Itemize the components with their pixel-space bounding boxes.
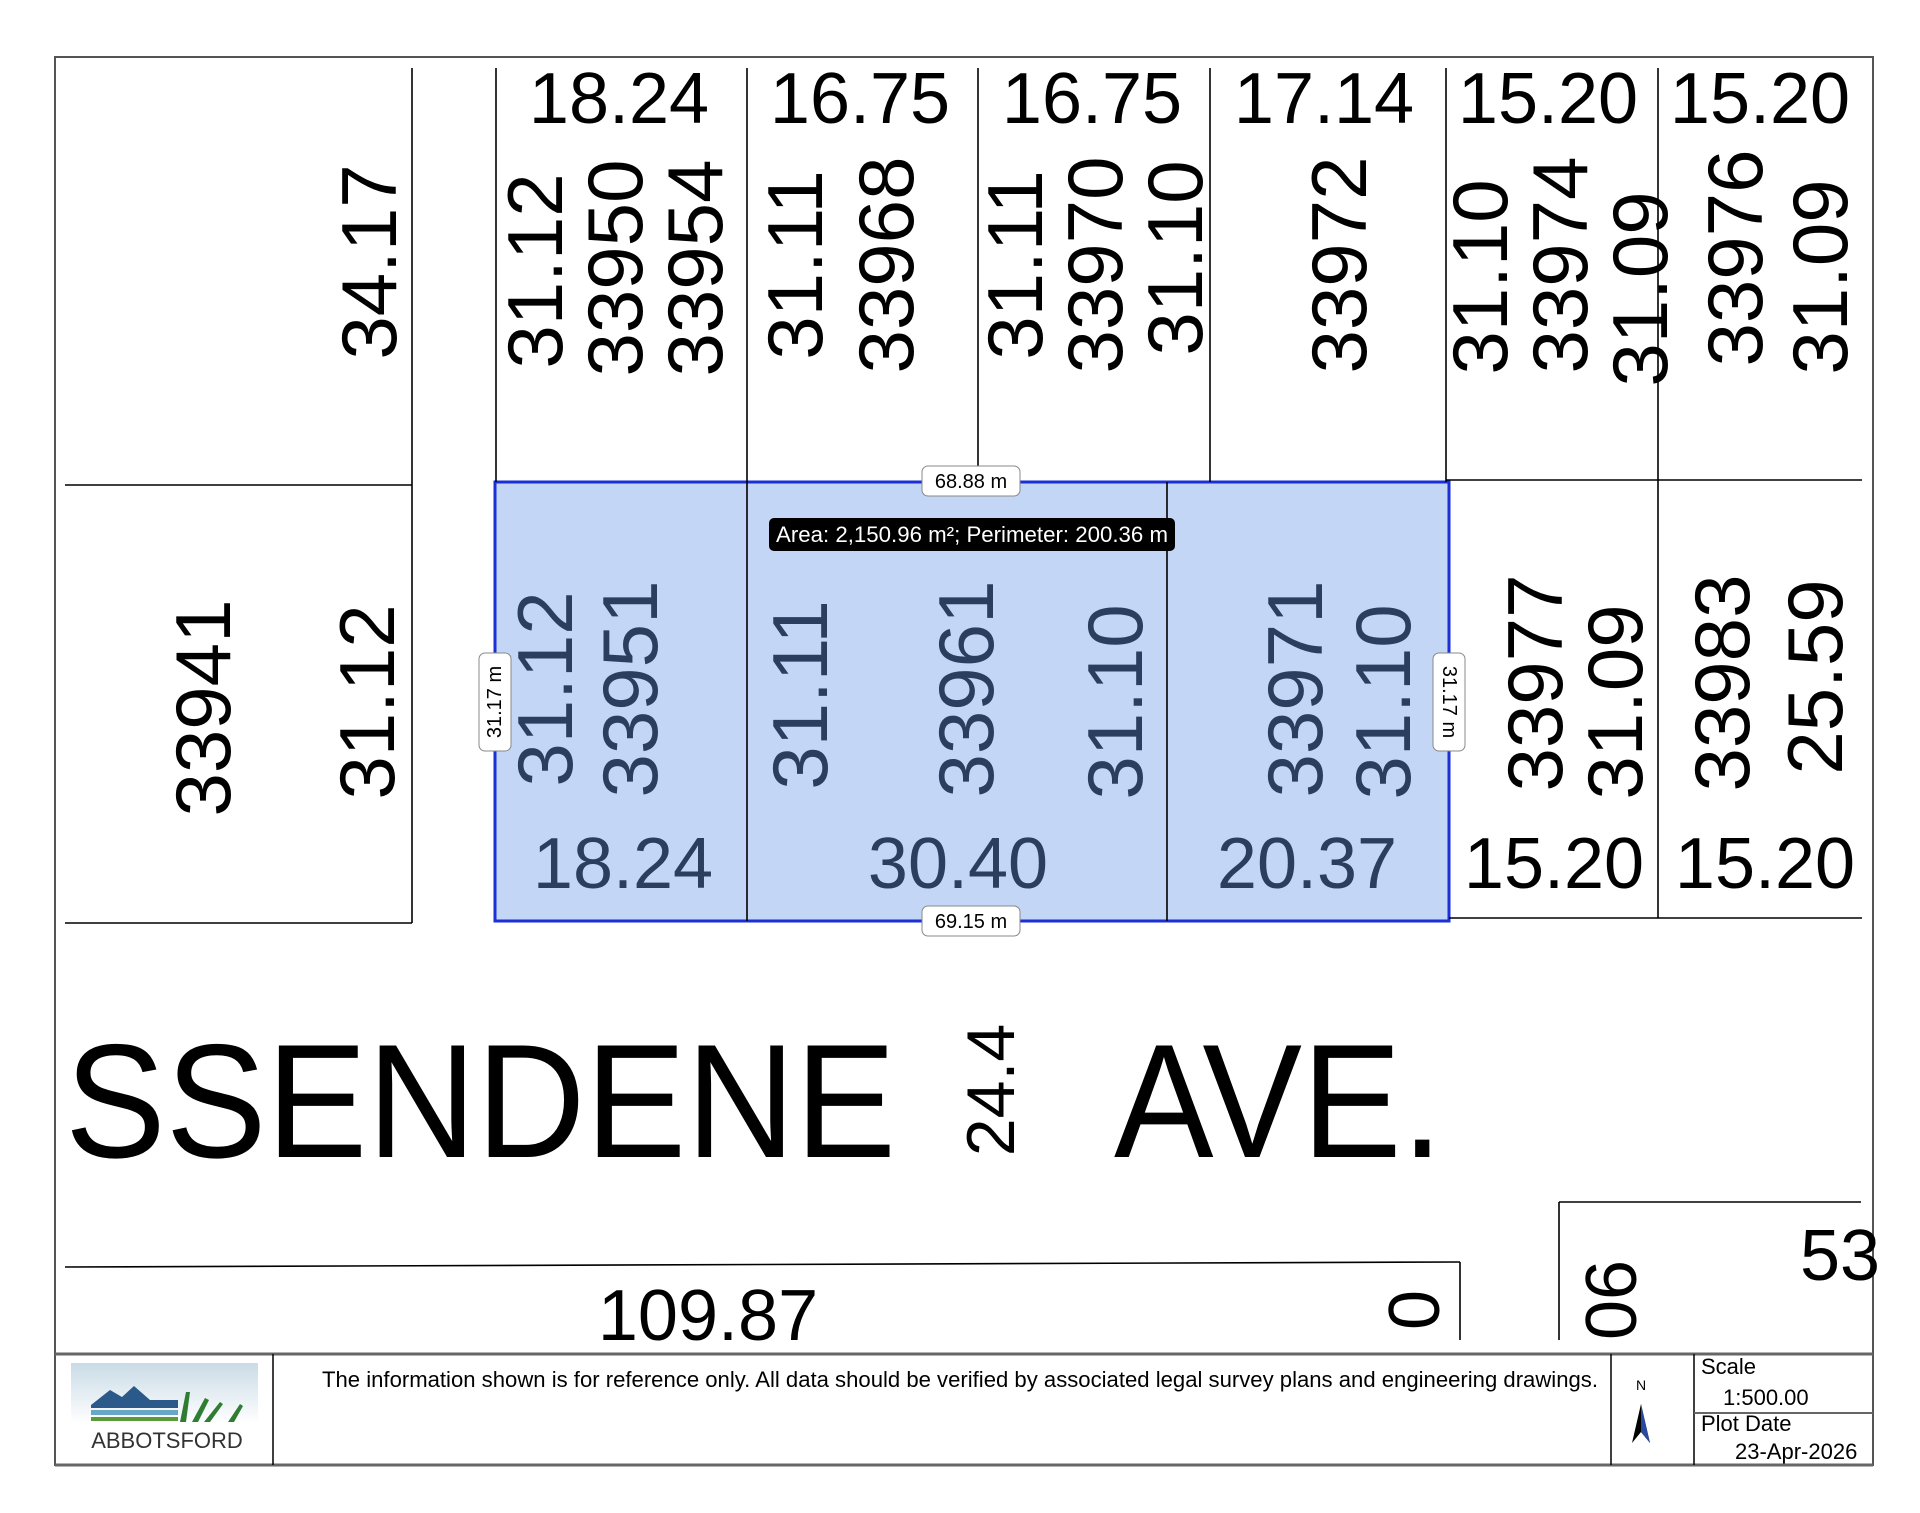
parcel-id-label: 33972 [1295, 157, 1383, 374]
frontage-label: 18.24 [529, 59, 709, 139]
title-block [55, 1352, 1873, 1467]
parcel-depth-label: 31.10 [1436, 179, 1524, 374]
area-perimeter-tooltip: Area: 2,150.96 m²; Perimeter: 200.36 m [769, 518, 1175, 551]
parcel-id-label: 33961 [922, 581, 1010, 798]
north-arrow-icon: N [1632, 1377, 1650, 1443]
parcel-id-label: 33971 [1251, 581, 1339, 798]
parcel-id-label: 33941 [159, 600, 247, 817]
plot-date-label: Plot Date [1701, 1411, 1792, 1436]
parcel-lines [64, 68, 1862, 1340]
svg-text:31.17 m: 31.17 m [484, 666, 506, 738]
corner-label: 53 [1800, 1216, 1880, 1296]
abbotsford-logo: ABBOTSFORD [71, 1363, 258, 1453]
parcel-depth-label: 31.11 [971, 170, 1059, 359]
parcel-depth-label: 31.10 [1131, 160, 1219, 355]
parcel-depth-label: 31.11 [756, 600, 844, 789]
frontage-label: 16.75 [770, 59, 950, 139]
parcel-id-label: 33950 [571, 160, 659, 377]
frontage-label: 15.20 [1670, 59, 1850, 139]
measured-area-polygon[interactable] [493, 480, 1451, 923]
parcel-id-label: 33954 [651, 160, 739, 377]
svg-text:N: N [1636, 1377, 1646, 1393]
scale-value: 1:500.00 [1723, 1385, 1809, 1410]
svg-text:ABBOTSFORD: ABBOTSFORD [91, 1428, 243, 1453]
parcel-depth-label: 31.10 [1339, 604, 1427, 799]
scale-label: Scale [1701, 1354, 1756, 1379]
svg-text:31.17 m: 31.17 m [1438, 666, 1460, 738]
frontage-label: 20.37 [1217, 824, 1397, 904]
frontage-label: 18.24 [533, 824, 713, 904]
edge-length-badge-bottom: 69.15 m [921, 905, 1021, 937]
edge-length-badge-right: 31.17 m [1432, 652, 1466, 752]
frontage-label: 16.75 [1002, 59, 1182, 139]
frontage-label: 17.14 [1234, 59, 1414, 139]
svg-text:69.15 m: 69.15 m [935, 911, 1007, 933]
parcel-id-label: 33951 [586, 581, 674, 798]
parcel-id-label: 33983 [1678, 575, 1766, 792]
street-name-left: SSENDENE [65, 1011, 896, 1192]
street-width-label: 24.4 [953, 1024, 1029, 1156]
parcel-depth-label: 25.59 [1771, 579, 1859, 774]
parcel-depth-label: 31.12 [501, 591, 589, 786]
parcel-depth-label: 31.10 [1071, 604, 1159, 799]
frontage-label: 30.40 [868, 824, 1048, 904]
edge-label: 0 [1375, 1290, 1455, 1330]
plot-date-value: 23-Apr-2026 [1735, 1439, 1857, 1464]
edge-length-badge-left: 31.17 m [478, 652, 512, 752]
parcel-depth-label: 31.12 [323, 604, 411, 799]
edge-label: 06 [1572, 1260, 1652, 1340]
parcel-id-label: 33974 [1516, 157, 1604, 374]
frontage-label: 15.20 [1464, 824, 1644, 904]
street-name-right: AVE. [1114, 1011, 1443, 1192]
parcel-id-label: 33970 [1051, 157, 1139, 374]
parcel-depth-label: 34.17 [325, 164, 413, 359]
parcel-depth-label: 31.12 [491, 173, 579, 368]
edge-length-badge-top: 68.88 m [921, 465, 1021, 497]
svg-text:68.88 m: 68.88 m [935, 471, 1007, 493]
parcel-id-label: 33968 [842, 157, 930, 374]
parcel-depth-label: 31.09 [1596, 191, 1684, 386]
disclaimer-text: The information shown is for reference o… [322, 1367, 1598, 1392]
frontage-label: 15.20 [1675, 824, 1855, 904]
parcel-depth-label: 31.09 [1571, 604, 1659, 799]
parcel-id-label: 33976 [1691, 150, 1779, 367]
parcel-depth-label: 31.11 [751, 170, 839, 359]
lot-length-label: 109.87 [598, 1276, 818, 1356]
parcel-depth-label: 31.09 [1776, 179, 1864, 374]
frontage-label: 15.20 [1458, 59, 1638, 139]
parcel-id-label: 33977 [1491, 575, 1579, 792]
svg-text:Area: 2,150.96 m²; Perimeter:: Area: 2,150.96 m²; Perimeter: 200.36 m [776, 522, 1168, 547]
